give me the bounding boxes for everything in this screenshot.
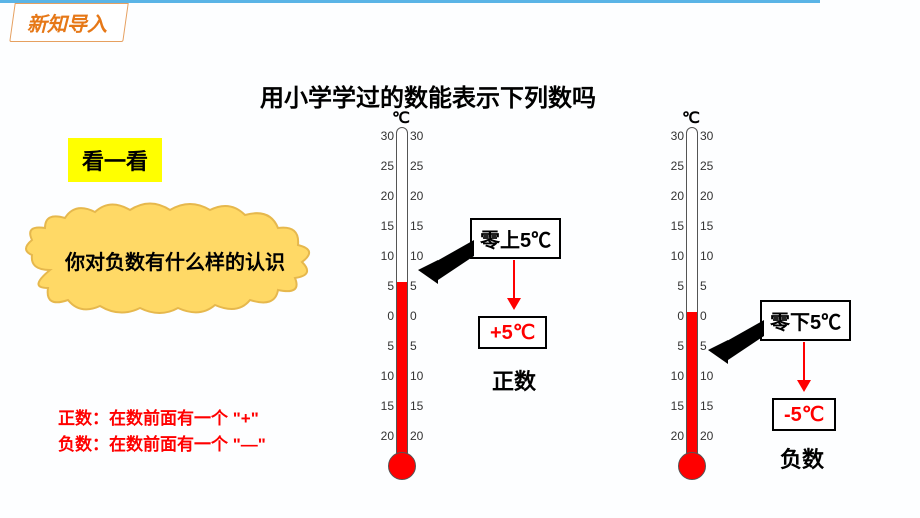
- tick-label: 10: [650, 369, 684, 383]
- tick-label: 25: [700, 159, 734, 173]
- tick-row: 55: [360, 339, 444, 353]
- tick-row: 30 30: [650, 129, 734, 143]
- tick-label: 15: [360, 219, 394, 233]
- arrow-down-icon: [504, 260, 524, 310]
- tick-label: 20: [700, 429, 734, 443]
- tick-label: 5: [410, 339, 444, 353]
- tick-row: 30 30: [360, 129, 444, 143]
- unit-label: ℃: [392, 108, 410, 128]
- definition-positive: 正数：在数前面有一个 "+": [58, 404, 259, 429]
- tick-label: 15: [410, 219, 444, 233]
- arrow-icon: [418, 240, 474, 284]
- tick-row: 10 10: [650, 369, 734, 383]
- label-above-zero: 零上5℃: [470, 218, 561, 259]
- category-positive: 正数: [492, 364, 536, 396]
- tick-label: 10: [410, 369, 444, 383]
- tick-label: 5: [650, 339, 684, 353]
- unit-label: ℃: [682, 108, 700, 128]
- tick-row: 2020: [650, 429, 734, 443]
- section-tab-text: 新知导入: [27, 8, 107, 37]
- tick-label: 15: [700, 399, 734, 413]
- tick-row: 10 10: [650, 249, 734, 263]
- tick-label: 20: [410, 429, 444, 443]
- tick-label: 0: [360, 309, 394, 323]
- cloud-text: 你对负数有什么样的认识: [50, 246, 300, 275]
- tick-label: 30: [650, 129, 684, 143]
- value-negative: -5℃: [772, 398, 836, 431]
- tick-row: 2020: [360, 429, 444, 443]
- tick-label: 5: [650, 279, 684, 293]
- tick-label: 15: [650, 219, 684, 233]
- tick-label: 25: [410, 159, 444, 173]
- tick-label: 15: [410, 399, 444, 413]
- tick-label: 30: [700, 129, 734, 143]
- tick-label: 15: [700, 219, 734, 233]
- tick-row: 00: [360, 309, 444, 323]
- tick-label: 25: [360, 159, 394, 173]
- tick-label: 30: [410, 129, 444, 143]
- tick-label: 5: [360, 339, 394, 353]
- tick-label: 0: [650, 309, 684, 323]
- section-tab: 新知导入: [9, 3, 128, 42]
- tick-row: 55: [650, 279, 734, 293]
- tick-row: 1515: [360, 399, 444, 413]
- tick-row: 10 10: [360, 369, 444, 383]
- tick-row: 1515: [360, 219, 444, 233]
- arrow-down-icon: [794, 342, 814, 392]
- tick-label: 10: [700, 369, 734, 383]
- tick-label: 0: [410, 309, 444, 323]
- tick-label: 20: [650, 429, 684, 443]
- tick-label: 5: [700, 279, 734, 293]
- tick-label: 20: [650, 189, 684, 203]
- tick-label: 10: [650, 249, 684, 263]
- tick-label: 30: [360, 129, 394, 143]
- tick-label: 20: [700, 189, 734, 203]
- tick-row: 1515: [650, 399, 734, 413]
- tick-row: 1515: [650, 219, 734, 233]
- tick-label: 5: [360, 279, 394, 293]
- tick-label: 15: [360, 399, 394, 413]
- tick-label: 10: [360, 249, 394, 263]
- thermometer-bulb: [678, 452, 706, 480]
- tick-row: 25 25: [650, 159, 734, 173]
- label-below-zero: 零下5℃: [760, 300, 851, 341]
- tick-label: 20: [410, 189, 444, 203]
- tick-label: 10: [700, 249, 734, 263]
- tick-row: 2020: [360, 189, 444, 203]
- category-negative: 负数: [780, 442, 824, 474]
- look-label: 看一看: [68, 138, 162, 182]
- tick-label: 15: [650, 399, 684, 413]
- tick-label: 25: [650, 159, 684, 173]
- value-positive: +5℃: [478, 316, 547, 349]
- tick-label: 20: [360, 429, 394, 443]
- tick-row: 2020: [650, 189, 734, 203]
- definition-negative: 负数：在数前面有一个 "—": [58, 430, 266, 455]
- page-title: 用小学学过的数能表示下列数吗: [260, 78, 596, 113]
- thermometer-bulb: [388, 452, 416, 480]
- tick-row: 25 25: [360, 159, 444, 173]
- arrow-icon: [708, 320, 764, 364]
- tick-label: 20: [360, 189, 394, 203]
- tick-label: 10: [360, 369, 394, 383]
